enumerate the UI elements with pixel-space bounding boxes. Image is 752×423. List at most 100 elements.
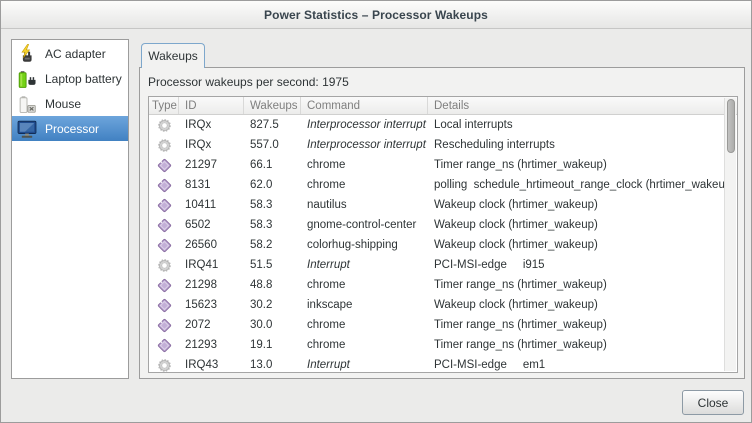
command-cell: chrome bbox=[307, 179, 346, 191]
column-header-details[interactable]: Details bbox=[434, 99, 470, 112]
details-cell: Wakeup clock (hrtimer_wakeup) bbox=[434, 239, 598, 251]
processor-icon bbox=[15, 117, 39, 141]
details-cell: Rescheduling interrupts bbox=[434, 139, 555, 151]
wakeups-table: Type ID Wakeups Command Details bbox=[148, 96, 738, 373]
sidebar-item-laptop-battery[interactable]: Laptop battery bbox=[12, 66, 128, 91]
sidebar-item-label: Processor bbox=[45, 121, 100, 136]
id-cell: IRQ43 bbox=[185, 359, 219, 371]
table-row[interactable]: 2072 30.0 chrome Timer range_ns (hrtimer… bbox=[149, 315, 737, 335]
id-cell: 10411 bbox=[185, 199, 217, 211]
details-cell: Timer range_ns (hrtimer_wakeup) bbox=[434, 279, 607, 291]
type-cell bbox=[149, 138, 179, 153]
details-cell: PCI-MSI-edge i915 bbox=[434, 259, 545, 271]
table-row[interactable]: 21297 66.1 chrome Timer range_ns (hrtime… bbox=[149, 155, 737, 175]
sidebar-item-mouse[interactable]: Mouse bbox=[12, 91, 128, 116]
command-cell: Interrupt bbox=[307, 259, 350, 271]
process-diamond-icon bbox=[157, 338, 171, 352]
command-cell: chrome bbox=[307, 339, 346, 351]
window-title: Power Statistics – Processor Wakeups bbox=[264, 7, 488, 22]
sidebar-item-label: Laptop battery bbox=[45, 71, 122, 86]
command-cell: inkscape bbox=[307, 299, 353, 311]
interrupt-gear-icon bbox=[157, 118, 171, 132]
details-cell: Timer range_ns (hrtimer_wakeup) bbox=[434, 159, 607, 171]
command-cell: nautilus bbox=[307, 199, 347, 211]
table-row[interactable]: IRQ41 51.5 Interrupt PCI-MSI-edge i915 bbox=[149, 255, 737, 275]
command-cell: colorhug-shipping bbox=[307, 239, 398, 251]
type-cell bbox=[149, 118, 179, 133]
id-cell: 21298 bbox=[185, 279, 217, 291]
details-cell: Wakeup clock (hrtimer_wakeup) bbox=[434, 219, 598, 231]
command-cell: chrome bbox=[307, 279, 346, 291]
id-cell: IRQx bbox=[185, 119, 212, 131]
type-cell bbox=[149, 358, 179, 373]
type-cell bbox=[149, 318, 179, 333]
command-cell: Interrupt bbox=[307, 359, 350, 371]
id-cell: IRQx bbox=[185, 139, 212, 151]
sidebar-item-label: AC adapter bbox=[45, 46, 106, 61]
tab-wakeups[interactable]: Wakeups bbox=[141, 43, 205, 68]
vertical-scrollbar[interactable] bbox=[724, 98, 736, 371]
ac-adapter-icon bbox=[15, 42, 39, 66]
wakeups-cell: 58.3 bbox=[250, 199, 273, 211]
table-row[interactable]: 15623 30.2 inkscape Wakeup clock (hrtime… bbox=[149, 295, 737, 315]
close-button[interactable]: Close bbox=[682, 390, 744, 415]
table-row[interactable]: 10411 58.3 nautilus Wakeup clock (hrtime… bbox=[149, 195, 737, 215]
wakeups-cell: 827.5 bbox=[250, 119, 279, 131]
id-cell: 26560 bbox=[185, 239, 217, 251]
wakeups-summary-label: Processor wakeups per second: 1975 bbox=[148, 75, 349, 89]
table-body: IRQx 827.5 Interprocessor interrupt Loca… bbox=[149, 115, 737, 373]
sidebar-item-label: Mouse bbox=[45, 96, 82, 111]
wakeups-cell: 48.8 bbox=[250, 279, 273, 291]
details-cell: PCI-MSI-edge em1 bbox=[434, 359, 546, 371]
table-row[interactable]: 8131 62.0 chrome polling schedule_hrtime… bbox=[149, 175, 737, 195]
table-row[interactable]: 6502 58.3 gnome-control-center Wakeup cl… bbox=[149, 215, 737, 235]
wakeups-cell: 19.1 bbox=[250, 339, 273, 351]
id-cell: 15623 bbox=[185, 299, 217, 311]
table-row[interactable]: 21298 48.8 chrome Timer range_ns (hrtime… bbox=[149, 275, 737, 295]
type-cell bbox=[149, 278, 179, 293]
process-diamond-icon bbox=[157, 198, 171, 212]
wakeups-cell: 30.0 bbox=[250, 319, 273, 331]
process-diamond-icon bbox=[157, 158, 171, 172]
process-diamond-icon bbox=[157, 318, 171, 332]
wakeups-cell: 58.3 bbox=[250, 219, 273, 231]
table-row[interactable]: 26560 58.2 colorhug-shipping Wakeup cloc… bbox=[149, 235, 737, 255]
type-cell bbox=[149, 338, 179, 353]
id-cell: 8131 bbox=[185, 179, 211, 191]
mouse-battery-icon bbox=[15, 92, 39, 116]
type-cell bbox=[149, 258, 179, 273]
table-header: Type ID Wakeups Command Details bbox=[149, 97, 737, 115]
process-diamond-icon bbox=[157, 238, 171, 252]
table-row[interactable]: IRQx 557.0 Interprocessor interrupt Resc… bbox=[149, 135, 737, 155]
process-diamond-icon bbox=[157, 278, 171, 292]
id-cell: 21297 bbox=[185, 159, 217, 171]
command-cell: Interprocessor interrupt bbox=[307, 119, 426, 131]
type-cell bbox=[149, 298, 179, 313]
details-cell: Timer range_ns (hrtimer_wakeup) bbox=[434, 319, 607, 331]
column-header-command[interactable]: Command bbox=[301, 97, 428, 114]
command-cell: chrome bbox=[307, 159, 346, 171]
id-cell: 2072 bbox=[185, 319, 211, 331]
table-row[interactable]: 21293 19.1 chrome Timer range_ns (hrtime… bbox=[149, 335, 737, 355]
sidebar-item-processor[interactable]: Processor bbox=[12, 116, 128, 141]
column-header-type[interactable]: Type bbox=[149, 97, 179, 114]
tab-label: Wakeups bbox=[148, 49, 198, 63]
wakeups-cell: 557.0 bbox=[250, 139, 279, 151]
scrollbar-thumb[interactable] bbox=[727, 99, 735, 153]
interrupt-gear-icon bbox=[157, 258, 171, 272]
wakeups-panel: Processor wakeups per second: 1975 Type … bbox=[139, 67, 745, 379]
process-diamond-icon bbox=[157, 218, 171, 232]
column-header-id[interactable]: ID bbox=[179, 97, 244, 114]
wakeups-cell: 66.1 bbox=[250, 159, 273, 171]
sidebar-item-ac-adapter[interactable]: AC adapter bbox=[12, 41, 128, 66]
wakeups-cell: 30.2 bbox=[250, 299, 273, 311]
type-cell bbox=[149, 198, 179, 213]
process-diamond-icon bbox=[157, 298, 171, 312]
type-cell bbox=[149, 178, 179, 193]
type-cell bbox=[149, 238, 179, 253]
column-header-wakeups[interactable]: Wakeups bbox=[244, 97, 301, 114]
details-cell: Timer range_ns (hrtimer_wakeup) bbox=[434, 339, 607, 351]
table-row[interactable]: IRQ43 13.0 Interrupt PCI-MSI-edge em1 bbox=[149, 355, 737, 373]
interrupt-gear-icon bbox=[157, 358, 171, 372]
table-row[interactable]: IRQx 827.5 Interprocessor interrupt Loca… bbox=[149, 115, 737, 135]
